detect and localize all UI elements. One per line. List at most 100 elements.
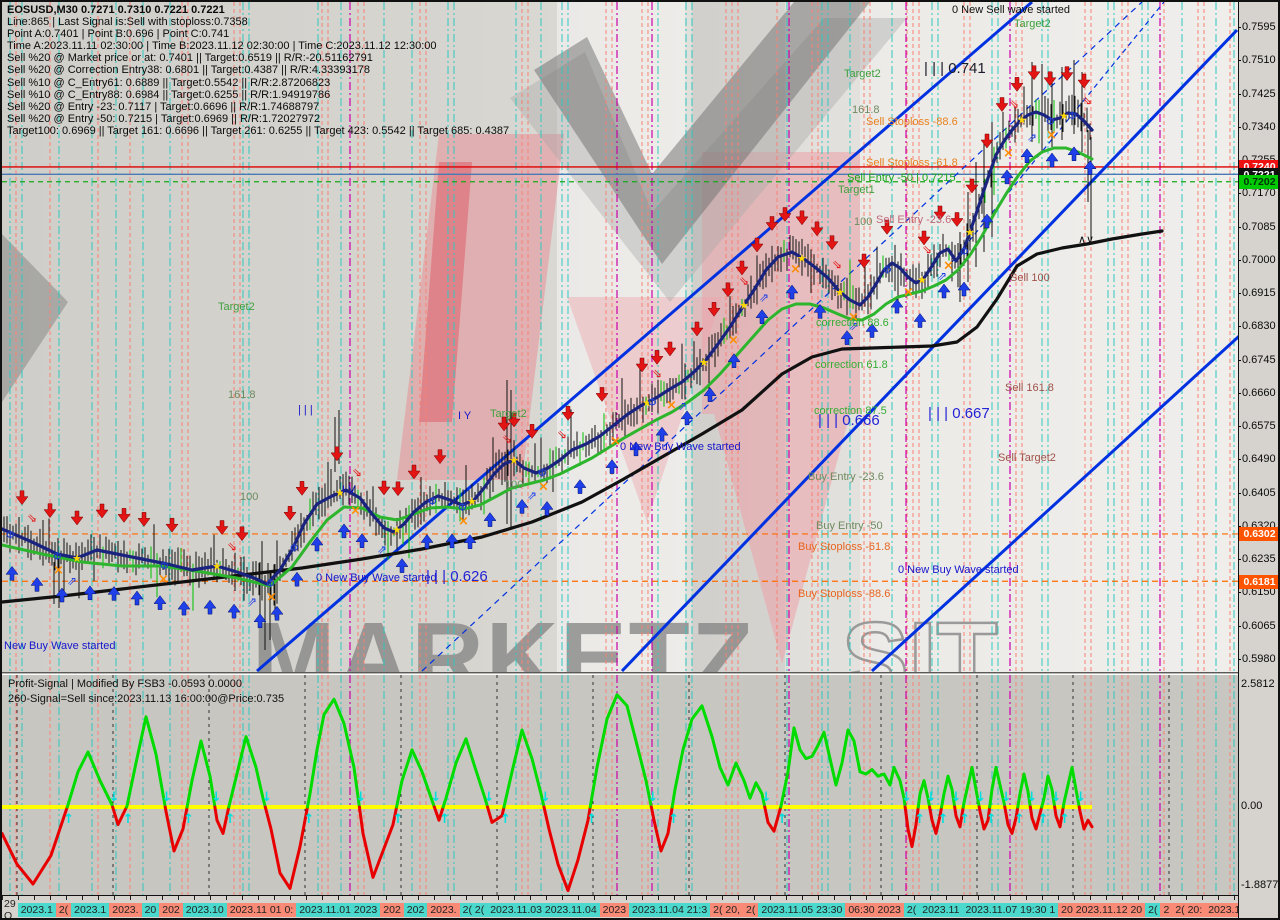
time-axis-label: 202 <box>380 902 404 917</box>
time-axis-label: 2023.1 <box>17 902 56 917</box>
price-tick-label: 0.6235 <box>1238 553 1276 566</box>
svg-text:×: × <box>53 563 64 578</box>
chart-label: | | | 0.741 <box>924 60 986 77</box>
chart-label: | | | <box>298 404 313 416</box>
signal-info-line: Sell %20 @ Market price or at: 0.7401 ||… <box>7 52 373 65</box>
time-axis-label: 2023.11.03 2023.11.04 <box>487 902 600 917</box>
svg-text:×: × <box>458 514 469 529</box>
chart-label: Target2 <box>844 68 881 80</box>
svg-text:Φ: Φ <box>290 542 299 555</box>
svg-text:↓: ↓ <box>540 790 551 805</box>
time-axis-label: 2( 20: <box>1172 902 1206 917</box>
svg-text:⇗: ⇗ <box>247 594 257 608</box>
time-axis-label: 202 <box>159 902 183 917</box>
svg-text:↓: ↓ <box>1051 790 1062 805</box>
oscillator-canvas[interactable]: ↑↓↑↓↑↓↑↓↑↓↑↓↑↓↑↓↑↓↑↓↑↓↑↓↑↓↑↓↑↓↑↓↑↓↑↓ <box>2 675 1238 895</box>
svg-text:Φ: Φ <box>1046 115 1055 128</box>
chart-label: New Buy Wave started <box>4 640 116 652</box>
svg-text:×: × <box>1003 146 1014 161</box>
time-axis-label: 20 <box>141 902 160 917</box>
time-axis-label: 202 <box>403 902 428 917</box>
panel-splitter[interactable] <box>2 672 1238 675</box>
chart-label: Sell 100 <box>1010 272 1050 284</box>
time-axis-label: 06:30 2023 <box>845 902 904 917</box>
price-tick-label: 0.6660 <box>1238 386 1276 399</box>
price-tick-label: 0.7510 <box>1238 54 1276 67</box>
svg-text:↓: ↓ <box>951 790 962 805</box>
svg-text:×: × <box>666 398 677 413</box>
svg-text:↓: ↓ <box>1075 790 1086 805</box>
current-price-badge: 0.6181 <box>1239 574 1278 589</box>
price-axis[interactable]: 2.5812 0.00 -1.8877 0.7595 0.7510 0.7425 0.… <box>1238 2 1278 918</box>
svg-text:⇗: ⇗ <box>759 290 769 304</box>
chart-label: Sell 161.8 <box>1005 382 1054 394</box>
time-axis-start-label: 29 O <box>4 897 16 920</box>
svg-text:★: ★ <box>797 252 807 265</box>
svg-text:×: × <box>266 590 277 605</box>
price-chart-canvas[interactable]: MARKETZ SIT★★★★★★★★★★★★★★ ★×××××××××××××××… <box>2 2 1238 672</box>
svg-text:Φ: Φ <box>883 263 892 276</box>
price-tick-label: 0.6150 <box>1238 586 1276 599</box>
svg-text:↓: ↓ <box>926 790 937 805</box>
indicator-name-label: Profit-Signal | Modified By FSB3 -0.0593… <box>8 678 242 690</box>
svg-text:★: ★ <box>467 495 477 508</box>
chart-label: 100 <box>240 491 259 503</box>
time-axis-ticks <box>2 896 1238 900</box>
price-tick-label: 0.7595 <box>1238 21 1276 33</box>
svg-text:⇘: ⇘ <box>352 465 362 479</box>
time-axis-label: 2 <box>1160 902 1173 917</box>
price-tick-label: 0.6830 <box>1238 320 1276 333</box>
chart-label: 0 New Sell wave started <box>952 4 1070 16</box>
chart-label: 0 New Buy Wave started <box>898 564 1019 576</box>
svg-text:↑: ↑ <box>1059 812 1070 827</box>
svg-text:×: × <box>903 285 914 300</box>
price-tick-label: 0.6405 <box>1238 486 1276 499</box>
svg-text:↓: ↓ <box>901 790 912 805</box>
svg-text:↓: ↓ <box>647 790 658 805</box>
svg-text:↓: ↓ <box>1001 790 1012 805</box>
indicator-panel[interactable]: ↑ ↓ ↑ ↓ ↑ ↓ ↑ ↓ ↑ ↓ ↑ ↓ ↑ ↓ ↑ ↓ ↑ ↓ ↑ ↓ ↑ ↓ ↑ ↓ ↑ ↓ ↑ ↓ ↑ ↓ ↑ ↓ ↑ ↓ ↑ ↓ Pro… <box>2 675 1238 896</box>
svg-text:↑: ↑ <box>304 812 315 827</box>
svg-text:↓: ↓ <box>261 790 272 805</box>
signal-info-line: Sell %10 @ C_Entry88: 0.6984 || Target:0… <box>7 88 331 101</box>
svg-text:⇘: ⇘ <box>739 274 749 288</box>
svg-text:★: ★ <box>335 487 345 500</box>
chart-label: 100 <box>505 479 524 491</box>
svg-text:×: × <box>728 333 739 348</box>
svg-text:↓: ↓ <box>1026 790 1037 805</box>
time-axis[interactable]: 29 O 2023.1 2(2023.1 2023. 20 202 2023.10 2023… <box>2 896 1238 920</box>
signal-info-line: Target100: 0.6969 || Target 161: 0.6696 … <box>7 124 510 137</box>
svg-text:★: ★ <box>1059 110 1069 123</box>
chart-label: Buy Entry -50 <box>816 520 883 532</box>
svg-text:★: ★ <box>392 524 402 537</box>
svg-text:⇘: ⇘ <box>227 540 237 554</box>
svg-text:↑: ↑ <box>225 812 236 827</box>
price-tick-label: 0.5980 <box>1238 652 1276 665</box>
svg-text:↓: ↓ <box>975 790 986 805</box>
svg-text:⇗: ⇗ <box>1027 131 1037 145</box>
svg-text:↑: ↑ <box>777 812 788 827</box>
time-axis-label: 2023.11.07 19:30 1 <box>962 902 1059 917</box>
svg-text:★: ★ <box>917 273 927 286</box>
chart-label: correction 88.6 <box>816 317 889 329</box>
svg-text:↑: ↑ <box>1038 812 1049 827</box>
time-axis-label: 2023.11 01 0: <box>226 902 297 917</box>
svg-text:↑: ↑ <box>439 812 450 827</box>
time-axis-label: 2023 <box>599 902 630 917</box>
svg-text:↑: ↑ <box>986 812 997 827</box>
main-chart-panel[interactable]: MARKETZ SIT ★ ★ ★ ★ ★ ★ ★ ★ ★ ★ ★ ★ ★ ★ ★ × × × × × × × × × × × × × × ×… <box>2 2 1238 673</box>
time-axis-label: 2023.11 <box>919 902 963 917</box>
signal-info-line: Sell %10 @ C_Entry61: 0.6889 || Target:0… <box>7 76 331 89</box>
chart-label: Target1 <box>838 184 875 196</box>
chart-label: Target2 <box>1014 18 1051 30</box>
svg-text:★: ★ <box>739 299 749 312</box>
svg-text:Φ: Φ <box>458 501 467 514</box>
time-axis-label: 20 2023.11.12 20 <box>1058 902 1146 917</box>
svg-text:↑: ↑ <box>393 812 404 827</box>
chart-label: 0 New Buy Wave started <box>620 441 741 453</box>
svg-text:↑: ↑ <box>959 812 970 827</box>
time-axis-label: 2( 20, <box>710 902 744 917</box>
time-axis-label: 2( <box>903 902 920 917</box>
svg-text:×: × <box>1046 128 1057 143</box>
